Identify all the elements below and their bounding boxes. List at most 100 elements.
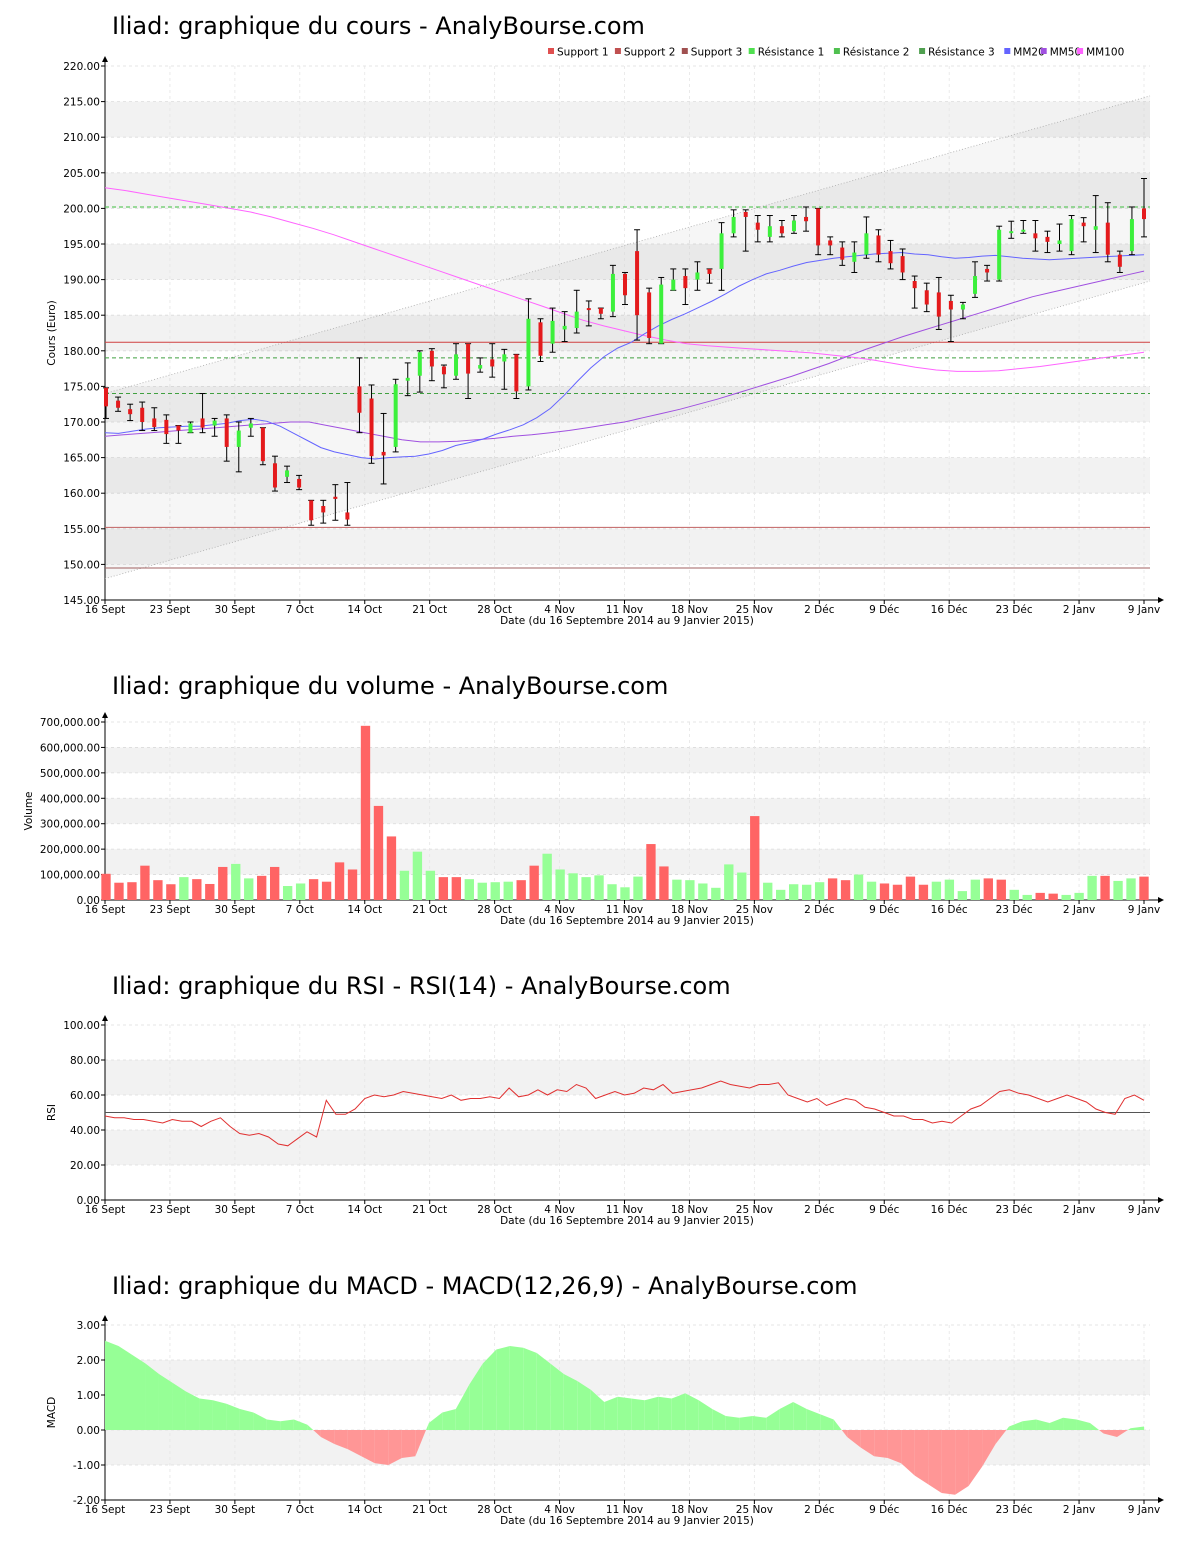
volume-bar [399, 870, 410, 900]
volume-bar [853, 874, 864, 900]
y-tick-label: 170.00 [63, 417, 100, 429]
candle [115, 396, 122, 412]
candle-body [659, 284, 664, 344]
macd-area-positive [1090, 1423, 1100, 1430]
candle-body [864, 233, 869, 255]
x-tick-label: 2 Déc [804, 1204, 835, 1216]
candle [959, 301, 966, 320]
macd-area-negative [347, 1430, 362, 1457]
macd-area-negative [334, 1430, 348, 1450]
x-tick-label: 7 Oct [286, 604, 314, 616]
volume-bar [931, 881, 942, 900]
volume-bar [672, 879, 682, 900]
candle [984, 264, 991, 282]
candle-body [236, 430, 241, 447]
x-tick-label: 23 Sept [150, 904, 191, 916]
y-tick-label: 165.00 [63, 453, 100, 465]
macd-area-positive [550, 1363, 564, 1430]
candle-body [490, 359, 495, 367]
candle-body [743, 211, 748, 217]
candle [368, 384, 375, 464]
volume-bar [114, 882, 124, 900]
macd-area-positive [172, 1382, 186, 1430]
volume-bar [983, 878, 993, 900]
candle [453, 343, 460, 380]
macd-area-positive [199, 1398, 213, 1430]
y-tick-label: 500,000.00 [40, 768, 100, 780]
x-tick-label: 18 Nov [671, 904, 708, 916]
macd-area-positive [442, 1409, 456, 1430]
candle-body [1009, 231, 1014, 234]
macd-chart-svg: -2.00 -1.00 0.00 1.00 2.00 3.00 16 Sept 23 Sept… [46, 1315, 1164, 1527]
volume-bar [205, 883, 215, 900]
legend-item: Support 1 [557, 47, 609, 59]
macd-area-positive [1076, 1419, 1091, 1430]
candle [1056, 223, 1063, 252]
macd-area-positive [239, 1409, 254, 1430]
y-tick-label: 150.00 [63, 559, 100, 571]
legend-swatch [833, 48, 840, 54]
volume-bar [607, 884, 617, 900]
candle [477, 357, 484, 373]
candle-body [960, 304, 965, 310]
volume-bar [464, 879, 474, 900]
x-tick-label: 21 Oct [412, 1204, 447, 1216]
candle [1104, 202, 1111, 263]
volume-bar [308, 879, 319, 900]
x-tick-label: 16 Sept [85, 904, 126, 916]
volume-bar [685, 880, 695, 900]
legend-swatch [919, 48, 926, 54]
legend-swatch [681, 48, 688, 54]
candle [513, 353, 520, 400]
macd-area-positive [779, 1402, 794, 1430]
volume-bar [1074, 892, 1084, 900]
macd-area-positive [725, 1416, 740, 1430]
grid-band [105, 1130, 1150, 1165]
candle [646, 287, 653, 345]
y-tick-label: 80.00 [70, 1055, 100, 1067]
x-tick-label: 18 Nov [671, 604, 708, 616]
x-axis-title: Date (du 16 Septembre 2014 au 9 Janvier … [500, 1215, 754, 1227]
macd-area-positive [1127, 1428, 1131, 1430]
volume-bar [750, 816, 760, 900]
x-tick-label: 9 Janv [1128, 1204, 1160, 1216]
macd-area-negative [914, 1430, 929, 1485]
candle-body [936, 292, 941, 317]
y-tick-label: 300,000.00 [40, 819, 100, 831]
volume-bar [905, 876, 916, 900]
volume-bar [659, 866, 669, 900]
legend-item: Support 2 [624, 47, 676, 59]
candle-body [104, 387, 108, 407]
candle [127, 403, 134, 422]
volume-bar [737, 872, 747, 900]
x-tick-label: 2 Janv [1063, 1504, 1095, 1516]
macd-area-positive [1036, 1419, 1050, 1430]
candle-body [164, 419, 169, 435]
y-tick-label: 215.00 [63, 97, 100, 109]
candle [899, 248, 906, 281]
legend-item: MM100 [1086, 47, 1124, 59]
candle-body [272, 463, 277, 488]
y-axis-arrow [102, 56, 108, 62]
macd-area-positive [185, 1391, 200, 1430]
legend-swatch [1004, 48, 1011, 54]
candle [537, 318, 544, 362]
macd-area-positive [604, 1396, 618, 1430]
candle [139, 401, 146, 432]
x-tick-label: 23 Sept [150, 1204, 191, 1216]
candle-body [635, 251, 640, 316]
candle-body [985, 268, 990, 273]
y-tick-label: 60.00 [70, 1090, 100, 1102]
x-tick-label: 23 Sept [150, 604, 191, 616]
candle-body [212, 420, 217, 426]
volume-bar [1126, 878, 1136, 900]
x-axis-arrow [1158, 897, 1164, 903]
volume-bar [1100, 875, 1110, 900]
candle-body [454, 354, 459, 376]
mm50-line [104, 270, 1145, 443]
legend-swatch [748, 48, 755, 54]
candle [211, 417, 218, 437]
volume-bar [477, 882, 487, 900]
trend-channel-lower [104, 280, 1151, 580]
candle-body [405, 377, 410, 381]
